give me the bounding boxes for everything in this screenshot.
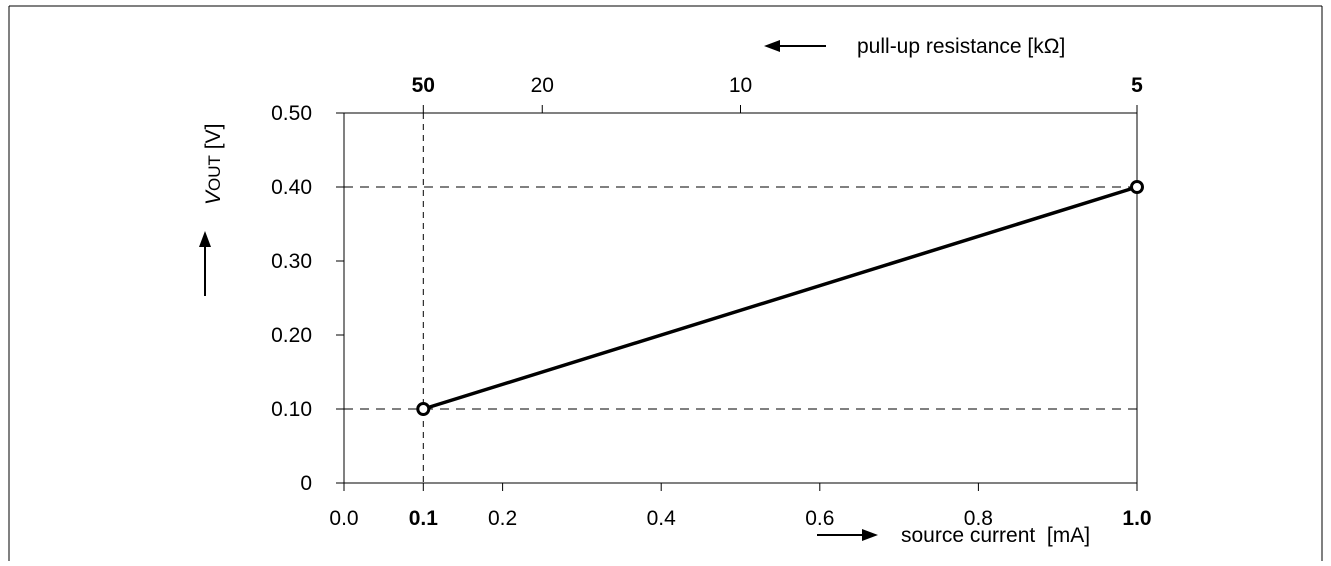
top-tick-label: 10	[729, 74, 752, 97]
top-tick-label: 20	[531, 74, 554, 97]
x-tick-label: 0.8	[964, 507, 993, 530]
top-axis-title-group: pull-up resistance [kΩ]	[764, 35, 1065, 58]
x-tick-label: 0.6	[805, 507, 834, 530]
y-axis-title-group: VOUT [V]	[199, 124, 225, 296]
y-tick-label: 0.10	[271, 398, 312, 421]
y-tick-label: 0.20	[271, 324, 312, 347]
x-tick-label: 0.1	[409, 507, 439, 530]
x-tick-label: 0.4	[647, 507, 677, 530]
reference-lines	[344, 113, 1137, 483]
y-axis-title-symbol: V	[202, 189, 225, 205]
x-axis-title: source current [mA]	[901, 524, 1090, 547]
series	[416, 180, 1144, 416]
x-tick-label: 0.0	[329, 507, 358, 530]
top-tick-label: 50	[412, 74, 435, 97]
y-axis-title-unit: [V]	[202, 124, 225, 156]
top-axis-title: pull-up resistance [kΩ]	[857, 35, 1065, 58]
y-axis-title: VOUT [V]	[202, 124, 225, 205]
y-axis-title-subscript: OUT	[205, 155, 224, 191]
x-axis-title-group: source current [mA]	[817, 524, 1090, 547]
axes	[343, 112, 1138, 484]
series-line	[422, 185, 1138, 411]
y-tick-label: 0	[300, 472, 312, 495]
left-arrow-head	[764, 40, 780, 52]
right-arrow-head	[862, 529, 878, 541]
up-arrow-head	[199, 231, 211, 247]
data-point	[1130, 180, 1144, 194]
top-tick-label: 5	[1131, 74, 1143, 97]
ticks: 0 0.10 0.20 0.30 0.40 0.50 0.0 0.1 0.2 0.4 0.6 0.8 1…	[271, 74, 1151, 530]
y-tick-label: 0.50	[271, 102, 312, 125]
x-tick-label: 0.2	[488, 507, 517, 530]
y-tick-label: 0.30	[271, 250, 312, 273]
data-point	[416, 402, 431, 416]
x-tick-label: 1.0	[1122, 507, 1151, 530]
y-tick-label: 0.40	[271, 176, 312, 199]
